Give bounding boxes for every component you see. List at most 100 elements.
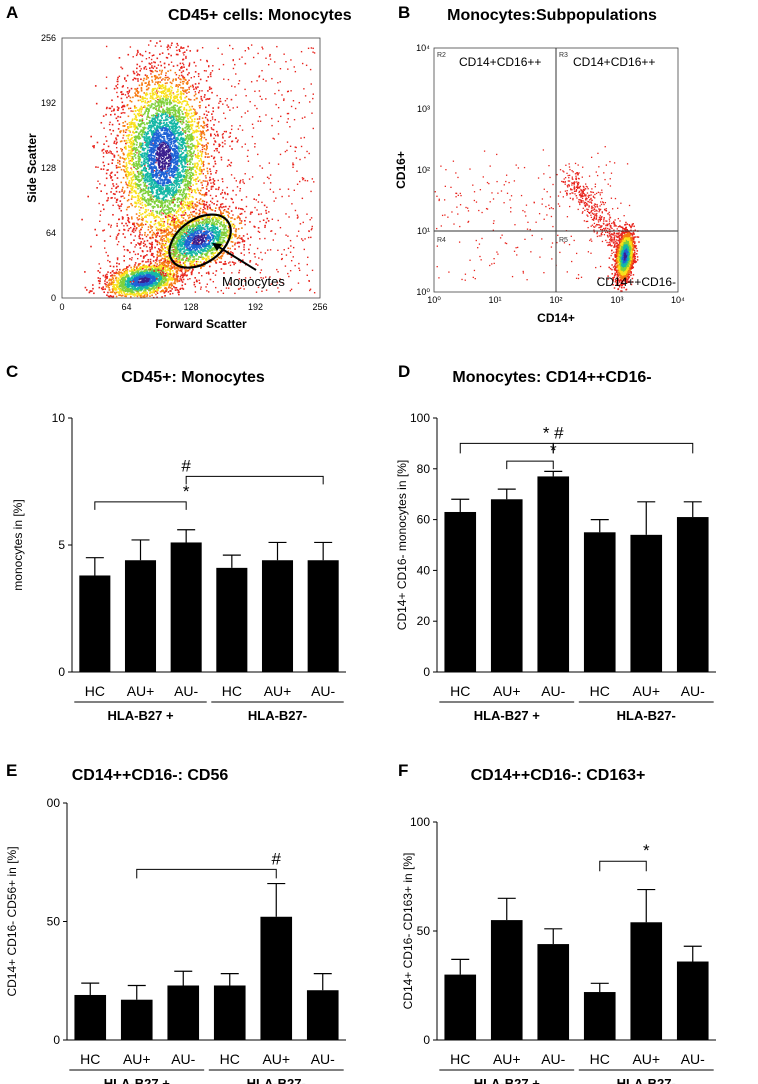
scatter-point [158, 190, 161, 192]
scatter-point [136, 53, 138, 55]
scatter-point [206, 283, 208, 285]
scatter-point [184, 188, 186, 191]
scatter-point [150, 198, 153, 201]
scatter-point [154, 136, 157, 139]
scatter-point [177, 165, 180, 167]
scatter-point [176, 130, 178, 132]
scatter-point [129, 184, 132, 186]
scatter-point [178, 120, 180, 123]
scatter-point [273, 138, 276, 140]
scatter-point [176, 189, 179, 192]
scatter-point [213, 143, 215, 146]
scatter-point [165, 185, 168, 187]
scatter-point [257, 230, 260, 233]
scatter-point [159, 143, 161, 145]
scatter-point [192, 129, 195, 132]
scatter-point [255, 291, 258, 293]
scatter-point [162, 97, 164, 100]
scatter-point [176, 64, 179, 67]
scatter-point [151, 168, 153, 171]
scatter-point [148, 166, 151, 169]
scatter-point [149, 100, 152, 103]
scatter-point [163, 172, 166, 174]
scatter-point [159, 152, 161, 155]
scatter-point [181, 67, 183, 69]
scatter-point [190, 156, 193, 158]
scatter-point [130, 168, 133, 171]
scatter-point [180, 216, 183, 218]
scatter-point [156, 292, 159, 294]
scatter-point [182, 119, 184, 121]
scatter-point [248, 252, 250, 254]
scatter-point [136, 141, 138, 144]
scatter-point [116, 150, 118, 153]
scatter-point [214, 210, 217, 212]
scatter-point [184, 184, 186, 186]
scatter-point [155, 127, 158, 130]
scatter-point [188, 62, 191, 64]
scatter-point [178, 125, 180, 128]
scatter-point [131, 141, 133, 144]
scatter-point [150, 147, 153, 149]
scatter-point [169, 101, 172, 103]
scatter-point [151, 81, 154, 83]
scatter-point [170, 167, 173, 170]
scatter-point [143, 77, 145, 80]
scatter-point [235, 194, 237, 196]
scatter-point [197, 163, 199, 166]
scatter-point [144, 152, 146, 154]
scatter-point [306, 274, 308, 276]
scatter-point [162, 217, 164, 220]
scatter-point [158, 189, 161, 191]
scatter-point [175, 53, 178, 56]
scatter-point [189, 116, 192, 118]
scatter-point [178, 133, 180, 136]
scatter-point [125, 222, 127, 225]
scatter-point [299, 180, 301, 183]
scatter-point [149, 97, 152, 99]
scatter-point [182, 70, 185, 72]
scatter-point [134, 174, 136, 177]
scatter-point [163, 121, 165, 124]
scatter-point [170, 142, 173, 144]
scatter-point [301, 117, 304, 119]
scatter-point [188, 168, 191, 170]
scatter-point [139, 244, 141, 246]
scatter-point [167, 216, 169, 219]
scatter-point [126, 184, 129, 187]
scatter-point [126, 249, 129, 252]
scatter-point [236, 186, 239, 188]
scatter-point [118, 205, 121, 208]
scatter-point [134, 114, 137, 117]
scatter-point [136, 126, 138, 129]
scatter-point [217, 179, 219, 182]
scatter-point [228, 226, 230, 229]
scatter-point [137, 91, 140, 93]
scatter-point [149, 167, 151, 170]
scatter-point [149, 164, 151, 167]
scatter-point [176, 173, 179, 176]
scatter-point [153, 205, 155, 208]
scatter-point [162, 187, 165, 189]
scatter-point [156, 160, 158, 162]
scatter-point [259, 120, 262, 122]
scatter-point [125, 157, 128, 160]
scatter-point [155, 132, 158, 134]
scatter-point [297, 282, 300, 284]
scatter-point [125, 139, 128, 142]
scatter-point [148, 178, 151, 181]
scatter-point [157, 153, 159, 156]
scatter-point [135, 163, 137, 165]
scatter-point [139, 233, 141, 236]
scatter-point [171, 214, 174, 216]
scatter-point [184, 194, 187, 196]
scatter-point [181, 204, 183, 207]
scatter-point [178, 189, 180, 191]
scatter-point [201, 184, 204, 186]
scatter-point [122, 108, 124, 111]
scatter-point [170, 85, 172, 88]
scatter-point [116, 243, 119, 246]
scatter-point [163, 93, 166, 95]
scatter-point [290, 59, 292, 61]
scatter-point [184, 96, 186, 99]
